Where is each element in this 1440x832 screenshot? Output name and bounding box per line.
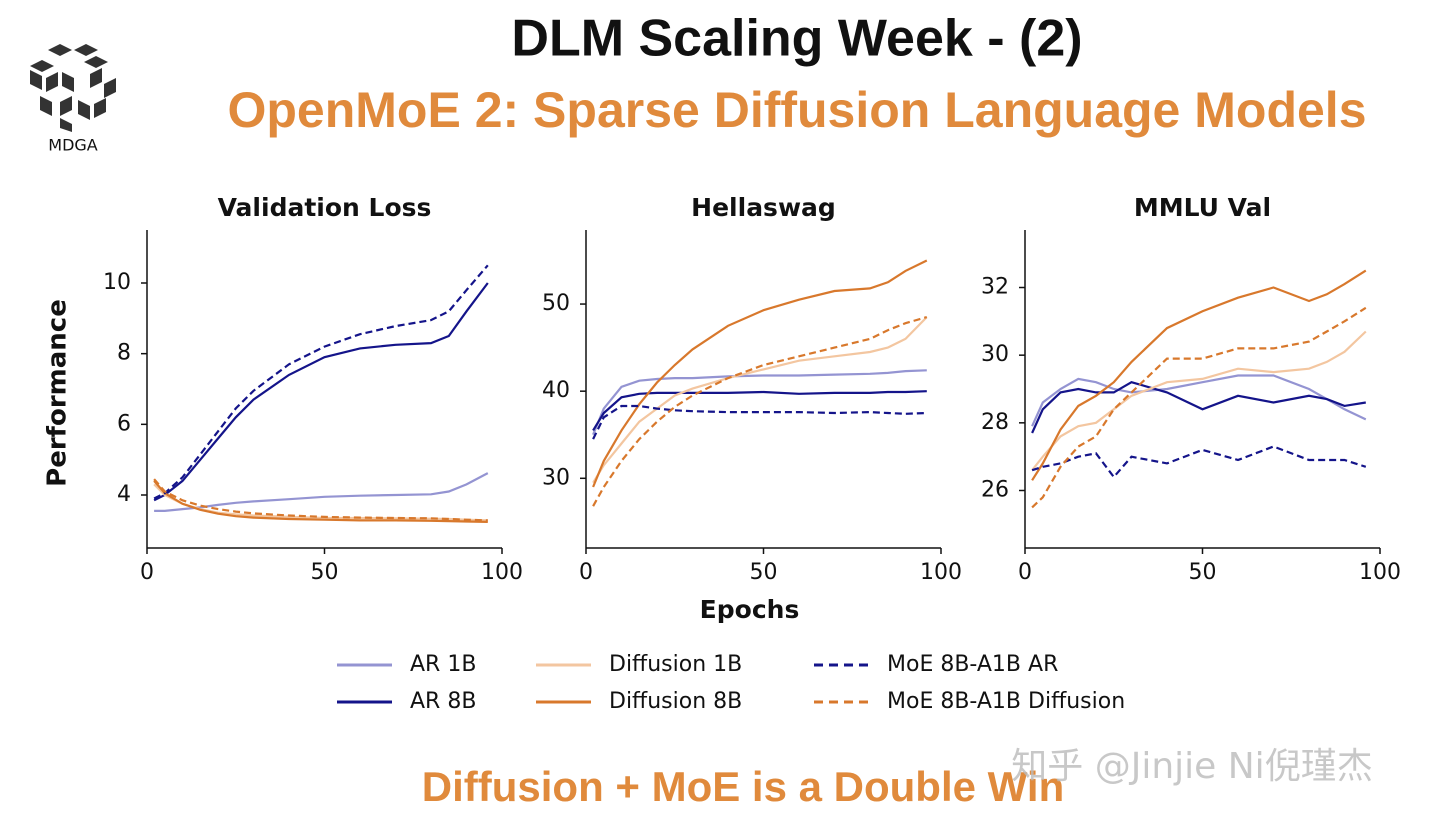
- series-line: [1031, 306, 1367, 509]
- series-line: [592, 404, 927, 440]
- chart-title: Validation Loss: [218, 193, 432, 222]
- series-line: [1031, 269, 1367, 481]
- legend-label: Diffusion 8B: [609, 689, 742, 714]
- y-tick-label: 4: [117, 482, 131, 507]
- legend-label: Diffusion 1B: [609, 652, 742, 677]
- series-line: [153, 478, 488, 522]
- x-tick-label: 0: [579, 560, 593, 585]
- watermark: 知乎 @Jinjie Ni倪瑾杰: [1011, 746, 1372, 787]
- slide-subtitle: OpenMoE 2: Sparse Diffusion Language Mod…: [227, 82, 1366, 138]
- y-axis-label: Performance: [43, 299, 73, 487]
- x-tick-label: 0: [140, 560, 154, 585]
- y-tick-label: 32: [981, 275, 1009, 300]
- series-line: [153, 282, 489, 502]
- slide-title: DLM Scaling Week - (2): [511, 10, 1082, 68]
- y-tick-label: 10: [103, 270, 131, 295]
- series-line: [1031, 374, 1367, 427]
- legend-label: MoE 8B-A1B AR: [887, 652, 1058, 677]
- chart-title: Hellaswag: [691, 193, 836, 222]
- footer-text: Diffusion + MoE is a Double Win: [422, 763, 1064, 810]
- y-tick-label: 28: [981, 410, 1009, 435]
- series-line: [1031, 330, 1367, 471]
- legend-label: AR 1B: [410, 652, 476, 677]
- y-tick-label: 50: [542, 291, 570, 316]
- x-tick-label: 0: [1018, 560, 1032, 585]
- x-tick-label: 50: [311, 560, 339, 585]
- logo: [30, 44, 116, 132]
- legend-label: MoE 8B-A1B Diffusion: [887, 689, 1125, 714]
- series-line: [1031, 445, 1367, 479]
- series-line: [592, 259, 928, 488]
- series-line: [153, 480, 488, 523]
- y-tick-label: 26: [981, 477, 1009, 502]
- x-tick-label: 100: [1359, 560, 1401, 585]
- series-line: [153, 264, 489, 500]
- y-tick-label: 6: [117, 411, 131, 436]
- legend-label: AR 8B: [410, 689, 476, 714]
- y-tick-label: 8: [117, 341, 131, 366]
- y-tick-label: 30: [981, 342, 1009, 367]
- logo-text: MDGA: [48, 136, 98, 155]
- series-line: [592, 316, 928, 507]
- y-tick-label: 40: [542, 378, 570, 403]
- chart-title: MMLU Val: [1134, 193, 1271, 222]
- x-tick-label: 100: [481, 560, 523, 585]
- x-axis-label: Epochs: [700, 595, 800, 624]
- series-line: [153, 483, 488, 522]
- y-tick-label: 30: [542, 465, 570, 490]
- x-tick-label: 50: [750, 560, 778, 585]
- series-line: [154, 472, 489, 512]
- series-line: [592, 369, 927, 436]
- x-tick-label: 100: [920, 560, 962, 585]
- x-tick-label: 50: [1189, 560, 1217, 585]
- series-line: [1031, 381, 1366, 434]
- series-line: [592, 390, 927, 431]
